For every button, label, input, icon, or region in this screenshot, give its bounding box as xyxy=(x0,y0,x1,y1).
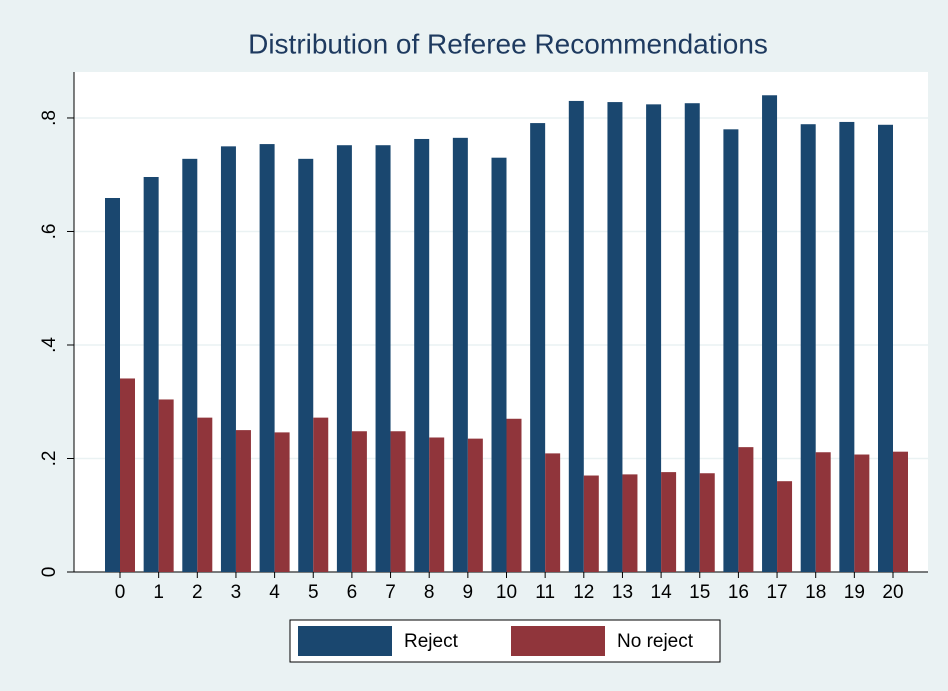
bar xyxy=(143,176,159,572)
x-tick-label: 14 xyxy=(651,582,673,603)
bar xyxy=(762,95,778,572)
x-tick-label: 0 xyxy=(115,582,126,603)
y-tick-label: .6 xyxy=(39,224,60,240)
bar xyxy=(800,124,816,573)
bar xyxy=(839,121,855,573)
bar xyxy=(568,100,584,572)
bar xyxy=(684,103,700,572)
bar xyxy=(298,158,314,573)
x-tick-label: 18 xyxy=(805,582,826,603)
x-tick-label: 10 xyxy=(496,582,517,603)
legend-swatch xyxy=(298,626,392,656)
bar xyxy=(854,454,870,572)
y-tick-label: .8 xyxy=(39,110,60,126)
bar xyxy=(622,474,638,572)
bar xyxy=(723,129,739,572)
x-tick-label: 3 xyxy=(231,582,242,603)
bar xyxy=(390,431,406,572)
bar xyxy=(452,137,468,572)
x-tick-label: 7 xyxy=(385,582,396,603)
x-tick-label: 6 xyxy=(347,582,358,603)
bar xyxy=(467,438,483,572)
bar xyxy=(491,157,507,573)
legend-label: Reject xyxy=(404,631,459,652)
bar xyxy=(313,417,329,572)
x-tick-label: 1 xyxy=(153,582,164,603)
bar xyxy=(607,102,623,572)
bar xyxy=(375,145,391,572)
bar xyxy=(414,138,430,572)
bar xyxy=(661,472,677,572)
chart-title: Distribution of Referee Recommendations xyxy=(248,28,768,59)
bar xyxy=(158,399,174,572)
x-tick-label: 19 xyxy=(844,582,865,603)
bar xyxy=(220,146,236,572)
bar xyxy=(105,197,120,572)
x-tick-label: 4 xyxy=(269,582,280,603)
x-tick-label: 15 xyxy=(689,582,710,603)
bar xyxy=(530,123,546,573)
x-tick-label: 2 xyxy=(192,582,203,603)
x-tick-label: 20 xyxy=(882,582,903,603)
legend-swatch xyxy=(511,626,605,656)
bar xyxy=(351,431,367,572)
bar xyxy=(336,145,352,572)
x-tick-label: 9 xyxy=(463,582,474,603)
x-tick-label: 13 xyxy=(612,582,633,603)
bar xyxy=(120,378,135,572)
bar xyxy=(646,104,662,572)
y-tick-label: 0 xyxy=(39,567,60,578)
legend-label: No reject xyxy=(617,631,694,652)
bar xyxy=(197,417,213,572)
x-tick-label: 17 xyxy=(766,582,787,603)
x-tick-label: 12 xyxy=(573,582,594,603)
x-tick-label: 16 xyxy=(728,582,749,603)
bar xyxy=(893,451,908,572)
bar xyxy=(545,453,561,572)
bar xyxy=(583,475,599,572)
bar xyxy=(182,158,198,573)
y-tick-label: .2 xyxy=(39,451,60,467)
bar xyxy=(738,447,754,572)
bar xyxy=(235,430,251,572)
bar xyxy=(259,144,275,572)
x-tick-label: 5 xyxy=(308,582,319,603)
bar xyxy=(506,418,522,572)
bar xyxy=(429,437,445,572)
bar xyxy=(878,124,893,572)
y-tick-label: .4 xyxy=(39,337,60,353)
bar xyxy=(274,432,290,572)
bar xyxy=(815,452,831,572)
bar xyxy=(699,473,715,572)
x-tick-label: 11 xyxy=(535,582,555,603)
bar xyxy=(777,481,793,572)
x-tick-label: 8 xyxy=(424,582,435,603)
